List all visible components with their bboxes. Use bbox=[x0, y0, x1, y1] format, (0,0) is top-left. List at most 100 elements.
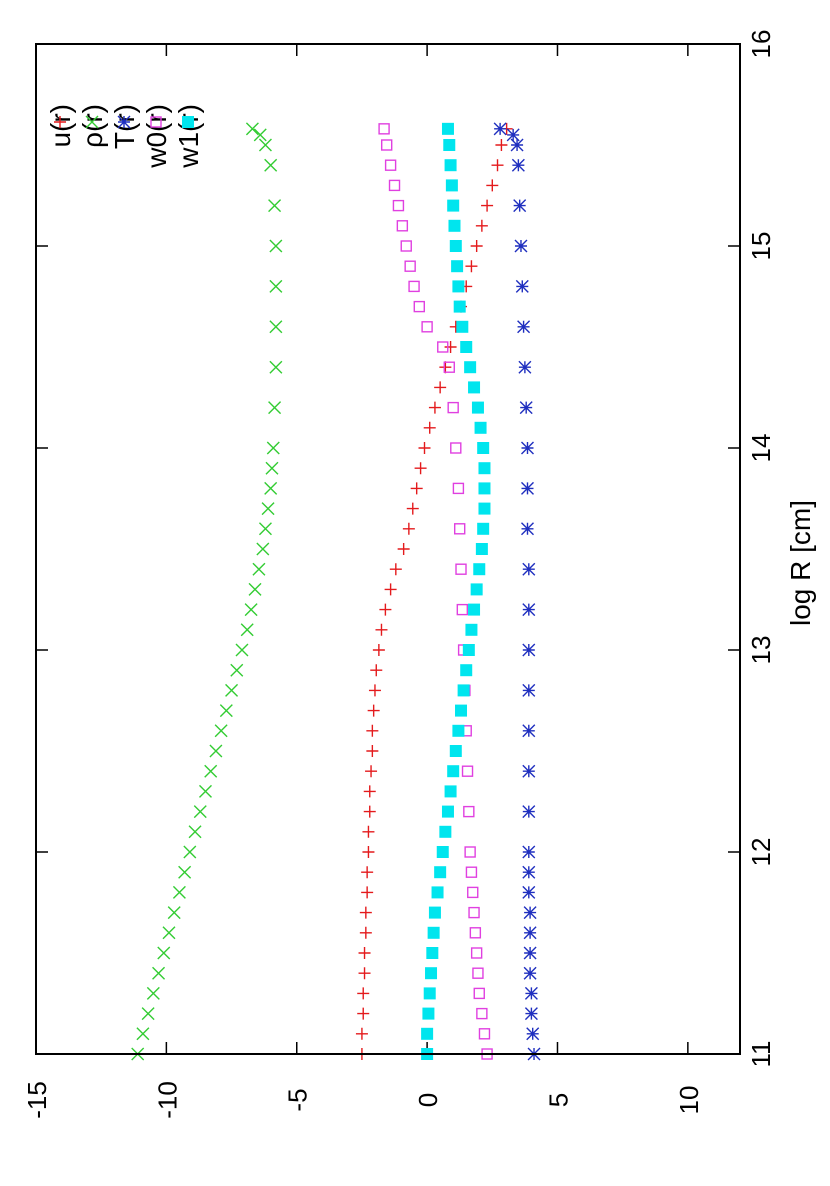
data-point bbox=[366, 724, 379, 737]
data-point bbox=[268, 199, 282, 213]
data-point bbox=[454, 523, 466, 535]
y-tick-label: 10 bbox=[674, 1086, 704, 1115]
x-tick-label: 13 bbox=[746, 636, 776, 665]
data-point bbox=[359, 906, 372, 919]
data-point bbox=[225, 683, 239, 697]
data-point bbox=[363, 805, 376, 818]
data-point bbox=[172, 885, 186, 899]
data-point bbox=[522, 683, 536, 697]
data-point bbox=[456, 320, 469, 333]
data-point bbox=[423, 421, 436, 434]
tick-marks bbox=[35, 43, 740, 1055]
data-point bbox=[465, 623, 478, 636]
data-point bbox=[193, 805, 207, 819]
data-point bbox=[476, 1007, 488, 1020]
data-point bbox=[248, 582, 262, 596]
data-point bbox=[389, 563, 402, 576]
data-point bbox=[469, 927, 482, 939]
tick-labels: 11 12 13 14 15 16 -15 -10 -5 0 5 10 bbox=[22, 30, 776, 1119]
data-point bbox=[457, 684, 470, 697]
data-point bbox=[431, 886, 444, 899]
data-point bbox=[523, 906, 537, 920]
data-point bbox=[470, 947, 483, 959]
data-point bbox=[269, 320, 283, 334]
data-point bbox=[422, 1007, 435, 1020]
data-point bbox=[460, 341, 473, 353]
data-point bbox=[265, 461, 279, 475]
y-tick-label: -15 bbox=[22, 1081, 52, 1119]
data-series bbox=[131, 122, 541, 1061]
data-point bbox=[443, 139, 456, 151]
data-point bbox=[370, 664, 383, 677]
data-point bbox=[473, 987, 485, 1000]
data-point bbox=[477, 442, 490, 454]
data-point bbox=[252, 562, 266, 576]
x-tick-label: 16 bbox=[746, 30, 776, 59]
data-point bbox=[477, 522, 490, 535]
x-tick-label: 12 bbox=[746, 838, 776, 867]
data-point bbox=[519, 401, 533, 415]
data-point bbox=[468, 603, 481, 616]
x-tick-label: 14 bbox=[746, 434, 776, 463]
data-point bbox=[470, 583, 483, 596]
legend-marker bbox=[182, 116, 194, 128]
data-point bbox=[526, 1027, 540, 1041]
data-point bbox=[523, 926, 537, 940]
data-point bbox=[434, 381, 447, 394]
data-point bbox=[452, 724, 465, 737]
data-point bbox=[522, 885, 536, 899]
data-point bbox=[521, 481, 534, 495]
data-point bbox=[384, 159, 397, 171]
data-point bbox=[511, 158, 525, 172]
data-point bbox=[464, 846, 476, 858]
data-point bbox=[478, 502, 491, 515]
data-point bbox=[478, 482, 491, 495]
data-point bbox=[523, 966, 537, 980]
data-point bbox=[367, 704, 380, 717]
data-point bbox=[449, 745, 462, 757]
data-point bbox=[400, 240, 412, 252]
data-point bbox=[266, 441, 280, 455]
data-point bbox=[357, 987, 370, 1000]
data-point bbox=[380, 139, 393, 151]
data-point bbox=[452, 280, 465, 293]
data-point bbox=[441, 122, 454, 135]
data-point bbox=[455, 704, 468, 717]
data-point bbox=[406, 502, 419, 515]
data-point bbox=[357, 1007, 370, 1020]
data-point bbox=[444, 785, 457, 798]
data-point bbox=[428, 906, 441, 919]
data-point bbox=[162, 926, 176, 940]
data-point bbox=[522, 845, 536, 859]
data-point bbox=[408, 280, 420, 293]
data-point bbox=[392, 199, 405, 212]
data-point bbox=[359, 926, 372, 939]
data-point bbox=[268, 401, 282, 415]
data-point bbox=[410, 482, 423, 495]
data-point bbox=[521, 522, 534, 536]
plot-frame bbox=[35, 43, 741, 1055]
data-point bbox=[464, 361, 477, 374]
data-point bbox=[475, 219, 488, 232]
data-point bbox=[444, 341, 457, 353]
legend: u(r) ρ(r) T(r) w0(r) w1(r) bbox=[45, 104, 204, 169]
data-point bbox=[510, 138, 524, 152]
data-point bbox=[363, 785, 376, 798]
data-point bbox=[522, 643, 536, 657]
data-point bbox=[441, 805, 454, 818]
data-point bbox=[230, 663, 244, 677]
data-point bbox=[515, 279, 529, 293]
data-point bbox=[522, 764, 536, 778]
data-point bbox=[439, 361, 452, 374]
data-point bbox=[524, 986, 538, 1000]
data-point bbox=[428, 401, 441, 414]
data-point bbox=[413, 300, 425, 313]
data-point bbox=[495, 139, 508, 151]
data-point bbox=[521, 441, 534, 455]
data-point bbox=[453, 300, 466, 313]
data-point bbox=[183, 845, 197, 859]
data-point bbox=[188, 825, 202, 839]
data-point bbox=[518, 360, 532, 374]
data-point bbox=[358, 947, 371, 959]
